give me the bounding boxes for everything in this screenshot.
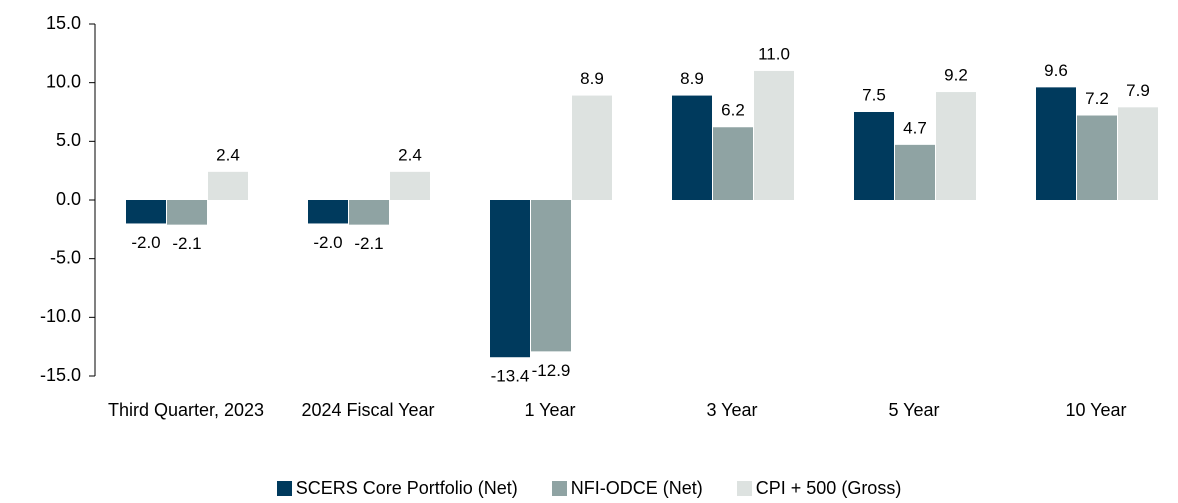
data-label: -2.0 [313, 233, 342, 252]
bar [390, 171, 430, 200]
data-label: -13.4 [491, 367, 530, 386]
legend-item: CPI + 500 (Gross) [736, 478, 902, 499]
data-label: 7.2 [1085, 89, 1109, 108]
y-tick-label: 15.0 [46, 13, 81, 33]
legend-item: NFI-ODCE (Net) [551, 478, 703, 499]
legend-swatch [276, 481, 292, 496]
legend-item: SCERS Core Portfolio (Net) [276, 478, 518, 499]
x-tick-label: 10 Year [1065, 400, 1127, 420]
bar [854, 112, 894, 200]
x-tick-label: 3 Year [706, 400, 758, 420]
legend-swatch [736, 481, 752, 496]
legend-label: CPI + 500 (Gross) [755, 478, 902, 498]
bar [1077, 115, 1117, 200]
legend-label: SCERS Core Portfolio (Net) [295, 478, 518, 498]
bar [208, 171, 248, 200]
bar [1118, 107, 1158, 200]
data-label: -12.9 [532, 361, 571, 380]
x-tick-label: Third Quarter, 2023 [107, 400, 265, 420]
bar [167, 200, 207, 225]
y-tick-label: 0.0 [56, 189, 81, 209]
y-tick-label: 5.0 [56, 130, 81, 150]
data-label: 8.9 [580, 69, 604, 88]
bar [490, 200, 530, 358]
y-tick-label: -5.0 [50, 247, 81, 267]
legend-swatch [551, 481, 567, 496]
data-label: 8.9 [680, 69, 704, 88]
data-label: 7.9 [1126, 81, 1150, 100]
data-label: 9.2 [944, 66, 968, 85]
bar [349, 200, 389, 225]
bar [1036, 87, 1076, 200]
bar [308, 200, 348, 224]
bar [713, 127, 753, 200]
data-label: 11.0 [758, 44, 790, 63]
bar [754, 70, 794, 200]
bar [672, 95, 712, 200]
data-label: 7.5 [862, 85, 886, 104]
data-label: -2.1 [172, 234, 201, 253]
data-label: 2.4 [216, 145, 240, 164]
x-tick-label: 5 Year [888, 400, 940, 420]
data-label: 2.4 [398, 145, 422, 164]
data-label: 9.6 [1044, 61, 1068, 80]
y-tick-label: -10.0 [40, 306, 81, 326]
bar [531, 200, 571, 352]
bar [126, 200, 166, 224]
data-label: 6.2 [721, 101, 745, 120]
bar [895, 144, 935, 200]
legend-label: NFI-ODCE (Net) [570, 478, 703, 498]
legend: SCERS Core Portfolio (Net) NFI-ODCE (Net)… [0, 478, 1178, 499]
y-tick-label: -15.0 [40, 365, 81, 385]
bar [936, 92, 976, 200]
data-label: -2.1 [354, 234, 383, 253]
bar [572, 95, 612, 200]
data-label: 4.7 [903, 118, 927, 137]
data-label: -2.0 [131, 233, 160, 252]
y-tick-label: 10.0 [46, 71, 81, 91]
x-tick-label: 2024 Fiscal Year [301, 400, 435, 420]
x-tick-label: 1 Year [524, 400, 576, 420]
